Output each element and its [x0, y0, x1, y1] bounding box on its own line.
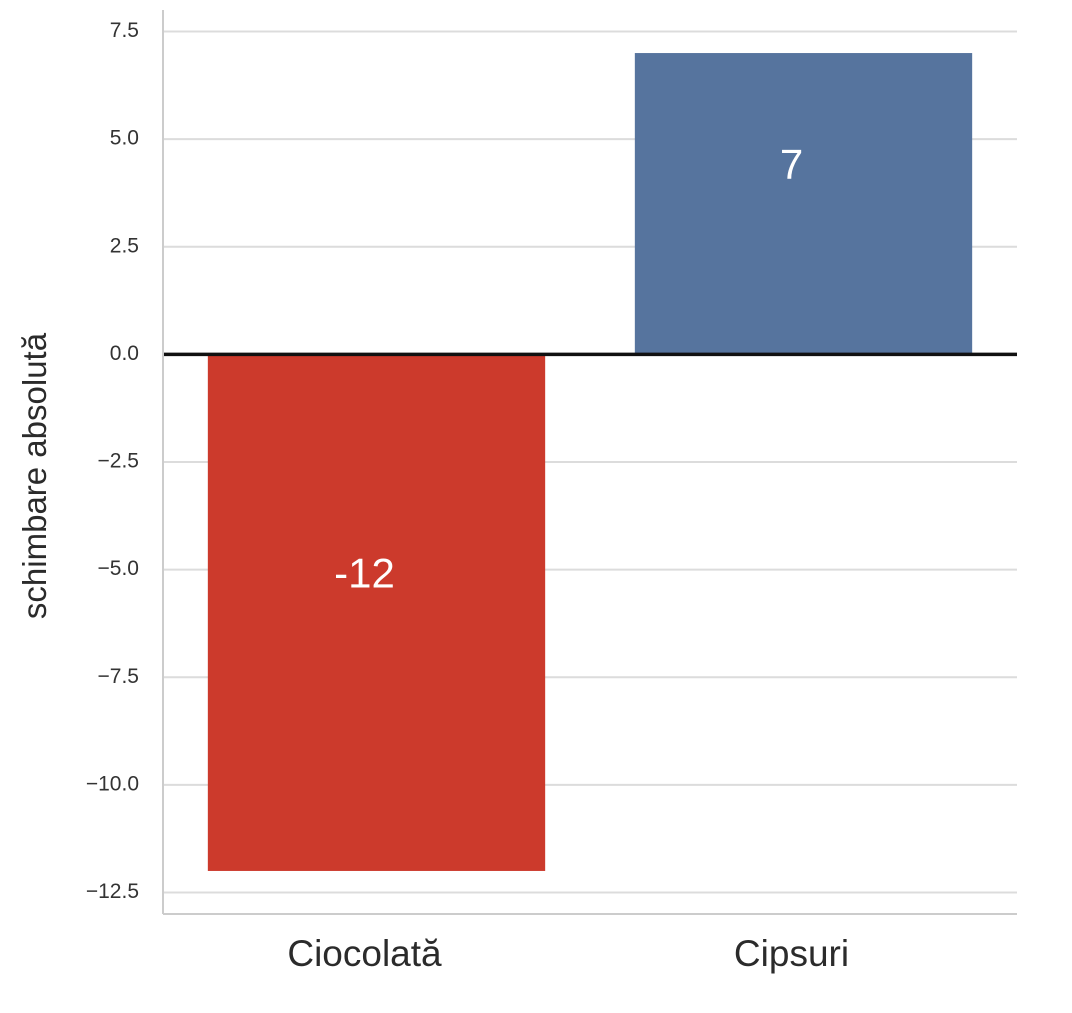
axis-spines [162, 10, 1017, 915]
y-axis-title: schimbare absolută [16, 332, 53, 619]
y-tick-label: 0.0 [110, 342, 139, 365]
x-category-labels: Ciocolată Cipsuri [287, 933, 849, 974]
bar-value-label: -12 [334, 550, 395, 597]
x-tick-label: Cipsuri [734, 933, 849, 974]
bar-value-label: 7 [780, 141, 803, 188]
y-tick-label: 2.5 [110, 234, 139, 257]
y-tick-label: −7.5 [98, 665, 139, 688]
y-tick-label: −5.0 [98, 557, 139, 580]
y-tick-label: −12.5 [86, 880, 139, 903]
y-tick-labels: 7.5 5.0 2.5 0.0 −2.5 −5.0 −7.5 −10.0 −12.5 [86, 19, 139, 903]
y-tick-label: 7.5 [110, 19, 139, 42]
bars [207, 53, 973, 871]
bar-value-labels: -12 7 [334, 141, 803, 597]
y-tick-label: 5.0 [110, 127, 139, 150]
x-tick-label: Ciocolată [287, 933, 442, 974]
bar [634, 53, 973, 355]
bar [207, 354, 546, 871]
y-tick-label: −2.5 [98, 450, 139, 473]
y-tick-label: −10.0 [86, 772, 139, 795]
